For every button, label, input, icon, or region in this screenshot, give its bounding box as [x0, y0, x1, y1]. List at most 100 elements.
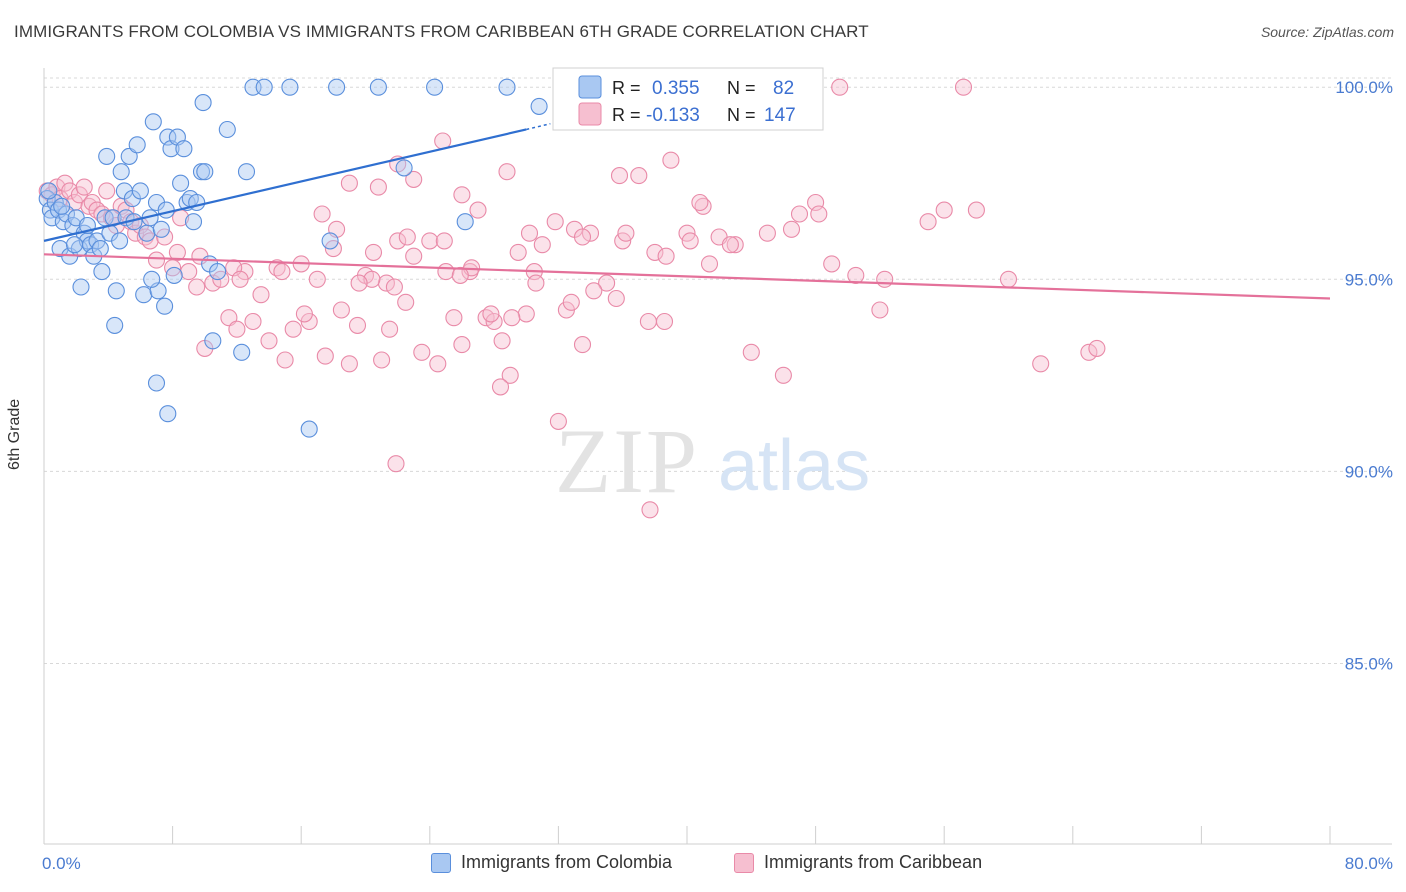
point-caribbean [385, 278, 403, 296]
point-caribbean [313, 205, 331, 223]
point-colombia [328, 78, 346, 96]
y-tick-label: 90.0% [1345, 462, 1393, 481]
point-caribbean [655, 312, 674, 331]
point-caribbean [340, 174, 358, 192]
point-caribbean [244, 312, 262, 331]
point-caribbean [260, 332, 278, 350]
point-caribbean [681, 232, 699, 250]
point-colombia [143, 270, 161, 288]
point-colombia [156, 297, 174, 315]
x-tick-label-min: 0.0% [42, 854, 81, 873]
point-caribbean [630, 167, 648, 185]
trend-line-colombia-extension [526, 122, 551, 131]
point-colombia [159, 405, 177, 423]
legend-label-caribbean: Immigrants from Caribbean [764, 852, 983, 872]
y-tick-label: 100.0% [1335, 78, 1393, 97]
point-colombia [395, 159, 413, 177]
point-colombia [188, 193, 206, 212]
point-caribbean [445, 309, 463, 327]
point-colombia [157, 201, 175, 219]
point-colombia [106, 316, 124, 334]
point-caribbean [549, 412, 567, 430]
point-caribbean [413, 343, 431, 361]
watermark: ZIP atlas [555, 410, 870, 512]
point-caribbean [562, 293, 580, 311]
point-caribbean [228, 320, 246, 338]
point-caribbean [573, 228, 592, 246]
point-caribbean [332, 301, 350, 319]
point-colombia [172, 174, 190, 192]
point-caribbean [967, 201, 985, 219]
point-caribbean [180, 263, 198, 281]
point-caribbean [373, 351, 391, 369]
trend-line-colombia [43, 128, 527, 242]
point-colombia [147, 374, 166, 392]
point-caribbean [774, 366, 792, 384]
point-caribbean [437, 263, 455, 281]
chart-title: IMMIGRANTS FROM COLOMBIA VS IMMIGRANTS F… [14, 22, 869, 41]
point-colombia [255, 78, 273, 96]
point-caribbean [610, 167, 629, 185]
point-caribbean [871, 301, 889, 319]
point-colombia [138, 224, 156, 242]
legend-n-value-caribbean: 147 [764, 105, 796, 126]
legend-r-value-colombia: 0.355 [652, 78, 700, 99]
legend-label-colombia: Immigrants from Colombia [461, 852, 673, 872]
point-colombia [426, 78, 444, 96]
point-caribbean [75, 178, 93, 196]
legend-item-caribbean[interactable]: Immigrants from Caribbean [734, 852, 982, 873]
point-caribbean [363, 270, 381, 288]
point-colombia [152, 220, 170, 238]
point-colombia [175, 140, 193, 158]
point-caribbean [381, 320, 399, 338]
point-caribbean [1032, 355, 1050, 373]
point-caribbean [369, 178, 387, 196]
point-caribbean [252, 286, 270, 304]
legend-swatch-caribbean [578, 102, 602, 126]
point-caribbean [469, 201, 487, 219]
point-colombia [204, 332, 222, 350]
point-colombia [91, 240, 109, 258]
point-caribbean [308, 270, 326, 288]
point-caribbean [646, 243, 664, 261]
point-colombia [196, 163, 214, 181]
point-caribbean [662, 151, 680, 169]
point-caribbean [700, 255, 719, 273]
point-colombia [112, 163, 130, 181]
legend-r-label-colombia: R = [612, 78, 641, 98]
legend-n-label-colombia: N = [727, 78, 756, 98]
point-caribbean [435, 232, 453, 250]
point-caribbean [831, 78, 849, 96]
point-colombia [218, 120, 236, 139]
point-caribbean [498, 163, 516, 181]
point-caribbean [493, 332, 511, 350]
point-caribbean [503, 309, 521, 327]
point-caribbean [453, 336, 471, 354]
legend-r-label-caribbean: R = [612, 105, 641, 125]
point-colombia [321, 232, 339, 250]
legend-swatch-colombia-bottom [431, 852, 451, 873]
point-caribbean [823, 255, 841, 273]
point-caribbean [482, 305, 500, 323]
point-caribbean [453, 186, 471, 204]
point-caribbean [581, 224, 600, 242]
point-colombia [135, 286, 153, 304]
point-caribbean [742, 343, 760, 361]
legend-swatch-caribbean-bottom [734, 852, 754, 873]
legend-item-colombia[interactable]: Immigrants from Colombia [431, 852, 672, 873]
point-caribbean [348, 316, 367, 334]
point-colombia [120, 147, 138, 165]
point-colombia [53, 197, 71, 215]
point-colombia [237, 163, 256, 181]
point-caribbean [657, 247, 675, 265]
point-caribbean [491, 378, 510, 396]
correlation-legend: R = 0.355 N = 82 R = -0.133 N = 147 [552, 67, 824, 131]
point-colombia [98, 147, 116, 165]
point-caribbean [350, 274, 368, 292]
point-caribbean [387, 455, 405, 473]
point-colombia [40, 182, 58, 200]
point-caribbean [607, 289, 625, 308]
series-colombia-points [38, 78, 548, 438]
source-label: Source: ZipAtlas.com [1260, 24, 1394, 40]
